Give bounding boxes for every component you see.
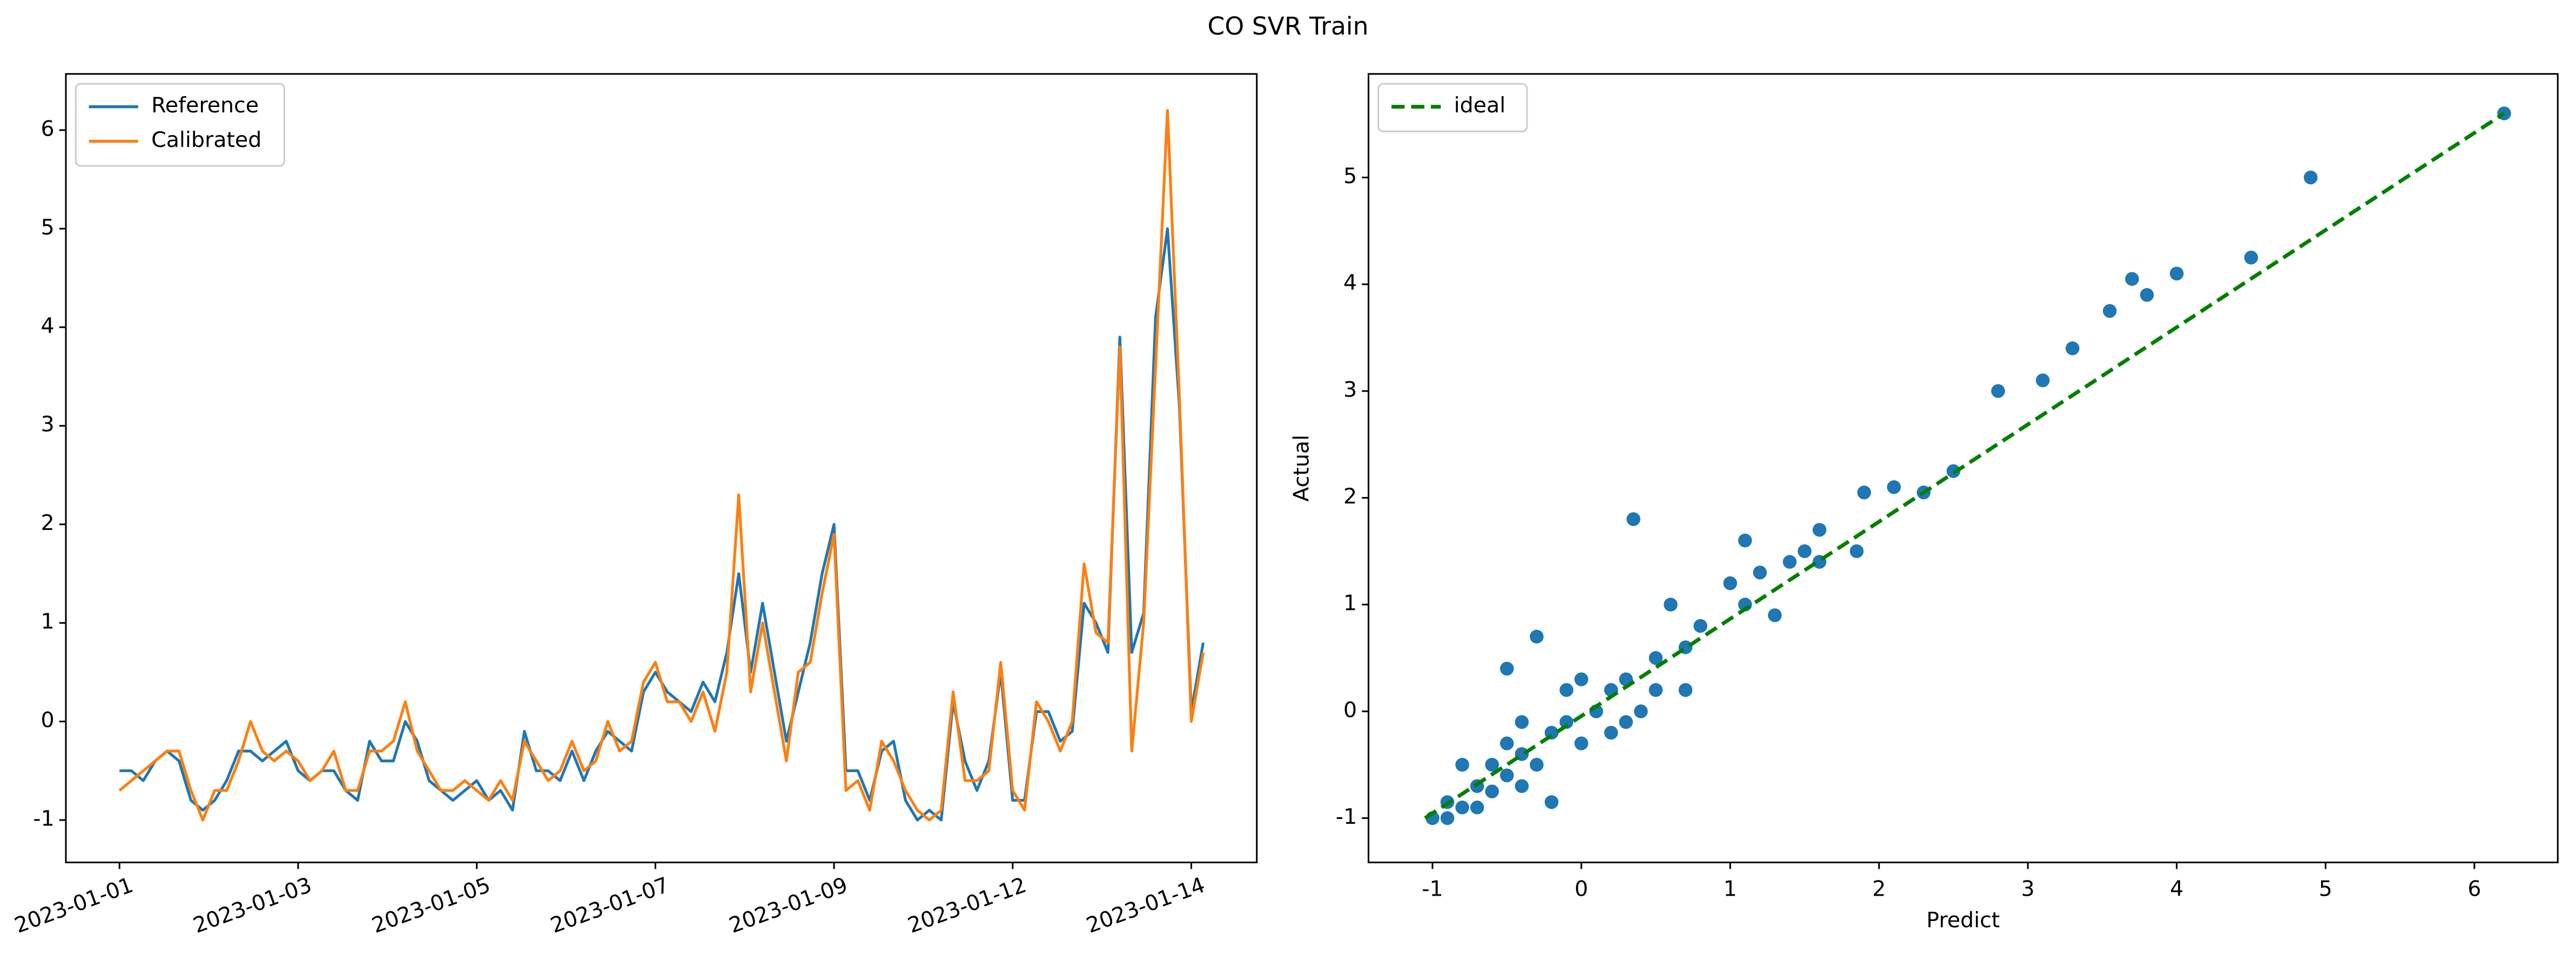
scatter-point xyxy=(1544,795,1559,809)
scatter-point xyxy=(1500,736,1514,750)
y-tick-label: 3 xyxy=(41,412,55,437)
scatter-point xyxy=(1798,544,1812,559)
legend-box xyxy=(1377,83,1528,132)
scatter-point xyxy=(2103,304,2117,318)
scatter-point xyxy=(2244,251,2258,265)
y-tick-label: -1 xyxy=(33,807,54,831)
x-tick-label: 2 xyxy=(1872,877,1886,902)
scatter-point xyxy=(1649,683,1663,697)
scatter-point xyxy=(1634,704,1648,718)
scatter-point xyxy=(1768,608,1782,622)
x-tick-label: 0 xyxy=(1575,877,1588,902)
legend-label: Reference xyxy=(151,93,259,118)
scatter-point xyxy=(1500,662,1514,676)
y-tick-label: 4 xyxy=(41,313,55,338)
scatter-point xyxy=(1626,512,1640,526)
y-tick-label: 0 xyxy=(41,708,55,732)
scatter-point xyxy=(1559,715,1573,729)
x-tick-label: 4 xyxy=(2170,877,2183,902)
legend-label: ideal xyxy=(1454,93,1506,118)
scatter-point xyxy=(1455,800,1469,815)
scatter-point xyxy=(2170,266,2184,281)
x-tick-label: 3 xyxy=(2021,877,2035,902)
scatter-point xyxy=(1604,725,1618,740)
y-tick-label: 5 xyxy=(1343,164,1357,189)
scatter-point xyxy=(1500,768,1514,783)
scatter-point xyxy=(1849,544,1864,559)
y-tick-label: 0 xyxy=(1343,697,1357,722)
scatter-point xyxy=(1783,555,1797,569)
scatter-point xyxy=(2140,288,2154,302)
scatter-point xyxy=(2036,373,2050,387)
y-tick-label: 2 xyxy=(1343,484,1357,509)
scatter-point xyxy=(1485,784,1499,798)
scatter-point xyxy=(1530,629,1544,644)
scatter-point xyxy=(1887,480,1901,494)
x-axis-label: Predict xyxy=(1926,908,2000,933)
y-tick-label: 2 xyxy=(41,510,55,535)
axes-frame xyxy=(1367,73,2559,864)
scatter-point xyxy=(1693,619,1707,633)
scatter-point xyxy=(2125,272,2139,286)
y-tick-label: 1 xyxy=(41,609,55,634)
scatter-point xyxy=(1574,672,1589,687)
y-tick-label: 5 xyxy=(41,215,55,240)
scatter-point xyxy=(1485,757,1499,772)
legend-label: Calibrated xyxy=(151,127,261,152)
y-tick-label: -1 xyxy=(1336,804,1357,829)
line-series xyxy=(118,109,1205,822)
scatter-point xyxy=(1559,683,1573,697)
scatter-point xyxy=(1619,715,1633,729)
y-tick-label: 1 xyxy=(1343,591,1357,616)
legend-box xyxy=(75,83,285,167)
scatter-point xyxy=(2066,341,2080,355)
x-tick-label: 1 xyxy=(1724,877,1737,902)
scatter-point xyxy=(1678,683,1693,697)
scatter-point xyxy=(1723,576,1737,590)
scatter-point xyxy=(1857,485,1871,500)
scatter-point xyxy=(1738,533,1752,548)
scatter-point xyxy=(1470,800,1484,815)
x-tick-label: -1 xyxy=(1422,877,1443,902)
scatter-point xyxy=(1440,811,1455,825)
scatter-point xyxy=(1812,523,1827,537)
x-tick-label: 5 xyxy=(2319,877,2332,902)
y-tick-label: 4 xyxy=(1343,271,1357,295)
ideal-line xyxy=(1424,112,2505,820)
figure-title: CO SVR Train xyxy=(1207,12,1368,41)
scatter-point xyxy=(1455,757,1469,772)
scatter-point xyxy=(1515,779,1529,793)
scatter-point xyxy=(1574,736,1589,750)
axes-frame xyxy=(65,73,1258,864)
y-tick-label: 6 xyxy=(41,116,55,141)
scatter-point xyxy=(1991,384,2005,398)
scatter-point xyxy=(1530,757,1544,772)
x-tick-label: 6 xyxy=(2467,877,2481,902)
scatter-point xyxy=(1664,597,1678,611)
y-axis-label: Actual xyxy=(1289,435,1314,502)
scatter-point xyxy=(1753,566,1767,580)
scatter-point xyxy=(1515,715,1529,729)
y-tick-label: 3 xyxy=(1343,377,1357,402)
scatter-point xyxy=(2304,170,2318,185)
scatter-point xyxy=(1649,651,1663,665)
